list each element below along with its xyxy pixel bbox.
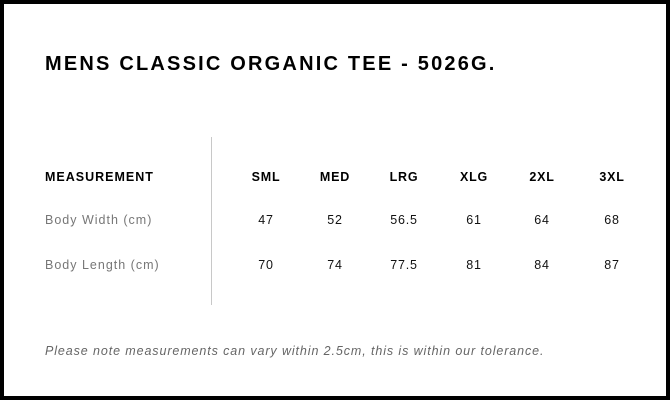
size-header: 2XL: [529, 170, 555, 184]
row-label: Body Length (cm): [45, 258, 160, 272]
measurement-header: MEASUREMENT: [45, 170, 154, 184]
table-cell: 74: [327, 258, 343, 272]
table-cell: 70: [258, 258, 274, 272]
table-cell: 64: [534, 213, 550, 227]
size-header: XLG: [459, 170, 489, 184]
size-header: MED: [319, 170, 351, 184]
page-title: MENS CLASSIC ORGANIC TEE - 5026G.: [45, 53, 497, 75]
size-header: SML: [251, 170, 281, 184]
table-cell: 52: [327, 213, 343, 227]
row-label: Body Width (cm): [45, 213, 153, 227]
table-cell: 81: [466, 258, 482, 272]
table-cell: 77.5: [390, 258, 418, 272]
table-cell: 56.5: [390, 213, 418, 227]
divider: [211, 137, 212, 305]
table-cell: 84: [534, 258, 550, 272]
tolerance-note: Please note measurements can vary within…: [45, 344, 545, 358]
table-cell: 68: [604, 213, 620, 227]
table-cell: 61: [466, 213, 482, 227]
table-cell: 47: [258, 213, 274, 227]
table-cell: 87: [604, 258, 620, 272]
size-chart-card: MENS CLASSIC ORGANIC TEE - 5026G. MEASUR…: [4, 4, 666, 396]
size-header: LRG: [389, 170, 419, 184]
size-header: 3XL: [599, 170, 625, 184]
